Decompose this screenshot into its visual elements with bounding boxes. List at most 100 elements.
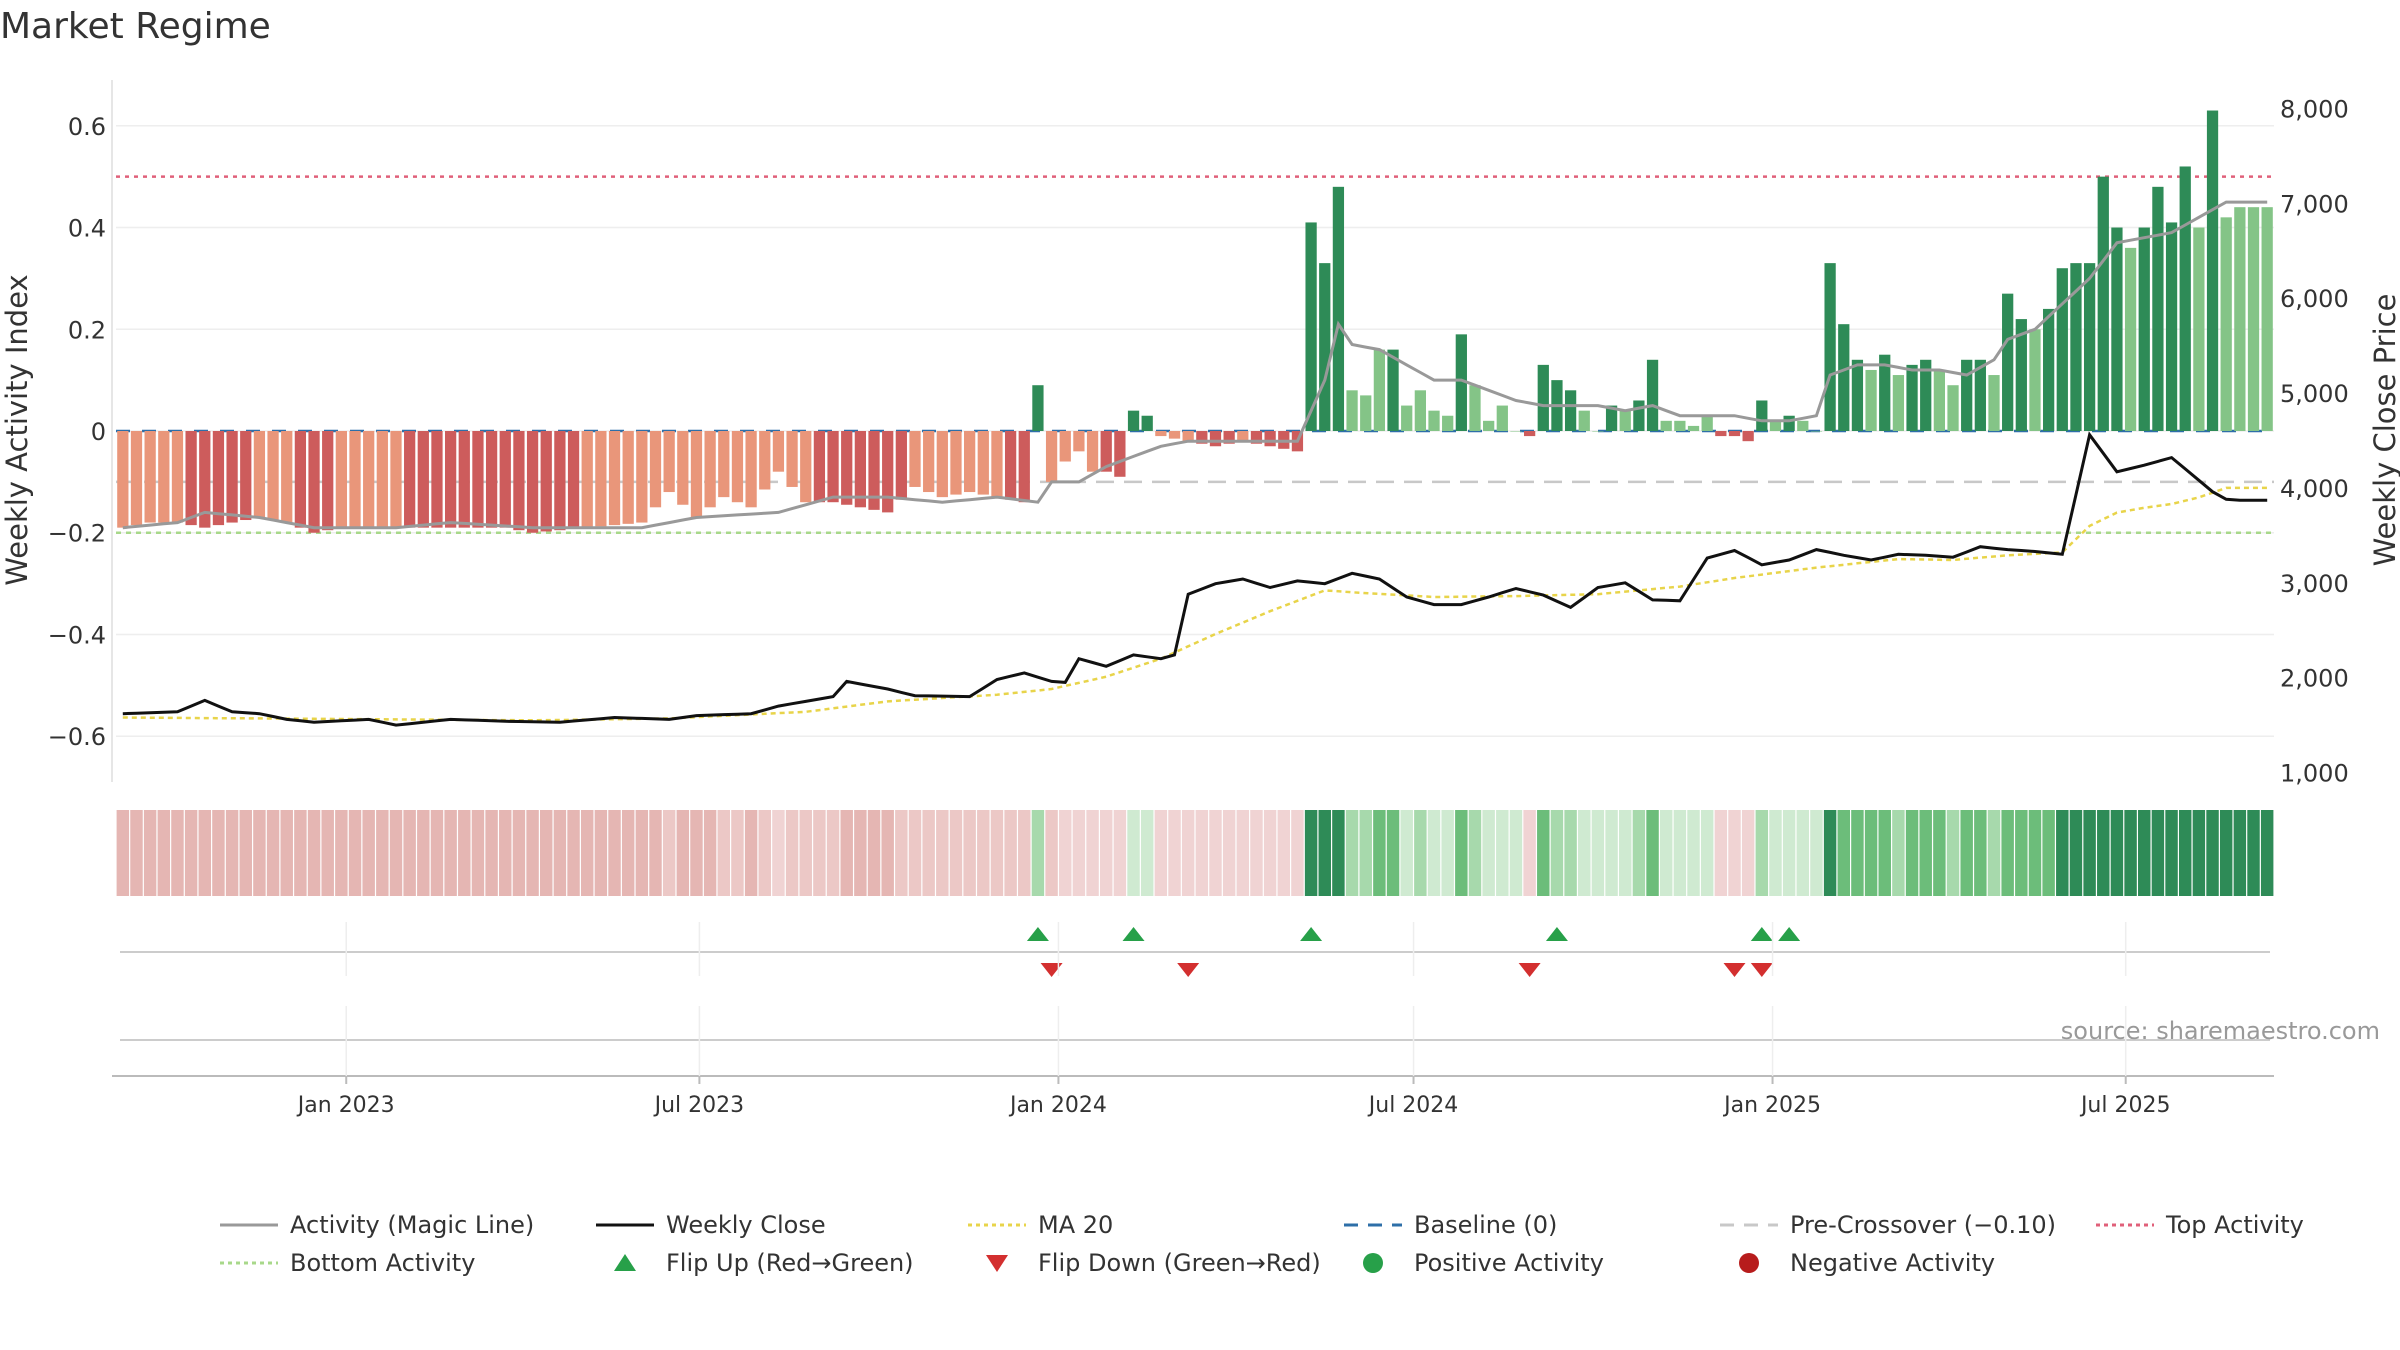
- regime-cell-43: [703, 810, 717, 896]
- right-tick-label-7: 1,000: [2280, 760, 2349, 788]
- regime-cell-151: [2178, 810, 2192, 896]
- regime-cell-21: [403, 810, 416, 896]
- activity-bar-81: [1223, 431, 1235, 444]
- activity-bar-111: [1633, 400, 1645, 431]
- regime-cell-51: [813, 810, 826, 896]
- legend-label-5: Top Activity: [2165, 1211, 2304, 1239]
- regime-cell-60: [936, 810, 949, 896]
- date-tick-label-5: Jul 2025: [2079, 1093, 2171, 1118]
- chart-title: Market Regime: [0, 6, 271, 47]
- activity-bar-80: [1209, 431, 1222, 447]
- activity-bar-118: [1728, 431, 1741, 437]
- legend-label-8: Flip Down (Green→Red): [1038, 1249, 1321, 1277]
- activity-bar-104: [1537, 364, 1549, 431]
- activity-bar-66: [1018, 431, 1030, 503]
- activity-bar-137: [1988, 375, 2000, 431]
- regime-cell-157: [2260, 810, 2274, 896]
- regime-cell-94: [1400, 810, 1413, 896]
- activity-bar-93: [1387, 349, 1399, 431]
- activity-bar-36: [608, 431, 621, 526]
- flip-up-marker-2: [1300, 927, 1323, 941]
- date-tick-label-4: Jan 2025: [1722, 1093, 1821, 1118]
- regime-cell-139: [2015, 810, 2028, 896]
- activity-bar-3: [158, 431, 170, 523]
- regime-cell-55: [867, 810, 881, 896]
- left-axis-label: Weekly Activity Index: [0, 274, 34, 585]
- regime-cell-124: [1810, 810, 1823, 896]
- legend-label-2: MA 20: [1038, 1211, 1113, 1239]
- regime-cell-121: [1769, 810, 1782, 896]
- activity-bar-92: [1373, 349, 1386, 431]
- regime-cell-7: [212, 810, 225, 896]
- right-tick-label-5: 3,000: [2280, 570, 2349, 598]
- flip-up-marker-3: [1545, 927, 1568, 941]
- legend-label-6: Bottom Activity: [290, 1249, 475, 1277]
- activity-bar-59: [923, 431, 935, 493]
- regime-cell-24: [444, 810, 457, 896]
- activity-bar-70: [1073, 431, 1085, 452]
- regime-cell-44: [717, 810, 731, 896]
- activity-bar-97: [1442, 415, 1454, 431]
- regime-cell-135: [1960, 810, 1973, 896]
- regime-cell-88: [1318, 810, 1331, 896]
- activity-bar-144: [2083, 263, 2096, 431]
- regime-cell-109: [1605, 810, 1618, 896]
- regime-cell-152: [2192, 810, 2206, 896]
- activity-bar-12: [281, 431, 293, 523]
- regime-cell-2: [143, 810, 157, 896]
- activity-bar-141: [2043, 308, 2055, 431]
- regime-cell-17: [348, 810, 362, 896]
- left-tick-label-6: −0.6: [48, 723, 106, 751]
- activity-bar-40: [663, 431, 675, 493]
- regime-cell-64: [990, 810, 1004, 896]
- regime-cell-118: [1728, 810, 1741, 896]
- legend-label-10: Negative Activity: [1790, 1249, 1995, 1277]
- regime-cell-145: [2097, 810, 2110, 896]
- activity-bar-112: [1646, 359, 1659, 431]
- left-axis-ticks: 0.6 0.4 0.2 0 −0.2 −0.4 −0.6: [48, 113, 106, 751]
- activity-bar-65: [1004, 431, 1017, 500]
- regime-cell-110: [1619, 810, 1632, 896]
- regime-cell-33: [567, 810, 580, 896]
- activity-bar-149: [2152, 186, 2164, 431]
- activity-bar-99: [1469, 385, 1481, 431]
- activity-bar-62: [964, 431, 976, 493]
- regime-cell-144: [2083, 810, 2096, 896]
- activity-bar-15: [322, 431, 334, 531]
- activity-bar-143: [2070, 263, 2082, 431]
- regime-cell-143: [2069, 810, 2083, 896]
- activity-bar-6: [199, 431, 211, 528]
- regime-cell-98: [1455, 810, 1468, 896]
- regime-cell-87: [1304, 810, 1318, 896]
- activity-bar-157: [2261, 207, 2273, 431]
- regime-cell-107: [1578, 810, 1591, 896]
- flip-down-marker-4: [1750, 963, 1773, 977]
- activity-bar-109: [1605, 405, 1618, 431]
- activity-bar-49: [786, 431, 798, 487]
- regime-cell-56: [881, 810, 894, 896]
- regime-cell-20: [389, 810, 403, 896]
- regime-cell-79: [1195, 810, 1209, 896]
- regime-cell-45: [731, 810, 744, 896]
- activity-bar-10: [253, 431, 266, 518]
- regime-cell-19: [376, 810, 389, 896]
- legend: Activity (Magic Line) Weekly Close MA 20 Ba…: [220, 1211, 2304, 1277]
- flip-up-marker-5: [1778, 927, 1801, 941]
- activity-bar-21: [404, 431, 416, 528]
- activity-bar-7: [212, 431, 225, 526]
- regime-cell-132: [1919, 810, 1932, 896]
- activity-bar-87: [1305, 222, 1317, 431]
- activity-bars: [117, 110, 2273, 533]
- left-tick-label-1: 0.4: [68, 215, 106, 243]
- activity-bar-89: [1332, 186, 1345, 431]
- flip-down-marker-1: [1177, 963, 1200, 977]
- activity-bar-2: [144, 431, 156, 523]
- activity-bar-150: [2165, 222, 2178, 431]
- date-axis-ticks: Jan 2023 Jul 2023 Jan 2024 Jul 2024 Jan 2025…: [296, 922, 2171, 1118]
- flip-down-marker-3: [1723, 963, 1746, 977]
- activity-bar-44: [718, 431, 730, 498]
- regime-cell-82: [1236, 810, 1250, 896]
- flip-down-marker-0: [1040, 963, 1063, 977]
- activity-bar-139: [2015, 319, 2027, 431]
- regime-cell-154: [2219, 810, 2233, 896]
